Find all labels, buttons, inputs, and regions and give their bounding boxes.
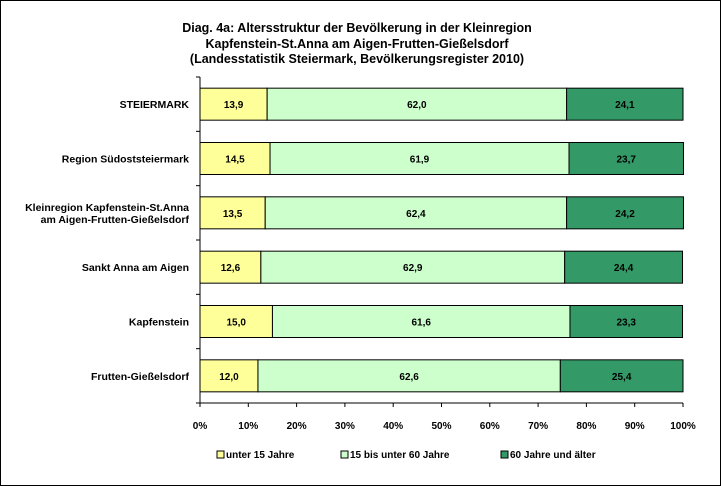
bar-s2-c1 — [266, 87, 568, 121]
bar-s3-c4 — [564, 250, 684, 284]
bar-s1-c1 — [199, 87, 268, 121]
legend-label-3: 60 Jahre und älter — [510, 450, 596, 461]
data-label-s3-c1: 24,1 — [615, 100, 635, 111]
chart-title: Diag. 4a: Altersstruktur der Bevölkerung… — [182, 21, 532, 66]
data-label-s1-c6: 12,0 — [219, 372, 239, 383]
title-line-2: Kapfenstein-St.Anna am Aigen-Frutten-Gie… — [205, 37, 509, 51]
category-label-2: Region Südoststeiermark — [62, 154, 189, 166]
category-label-1: STEIERMARK — [120, 99, 190, 111]
bar-s3-c1 — [566, 87, 684, 121]
legend-swatch-3 — [500, 450, 509, 459]
title-line-1: Diag. 4a: Altersstruktur der Bevölkerung… — [182, 21, 532, 35]
x-tick-label-1: 10% — [238, 421, 258, 432]
legend-label-1: unter 15 Jahre — [226, 450, 295, 461]
data-label-s2-c2: 61,9 — [410, 155, 430, 166]
bar-s2-c5 — [271, 305, 571, 338]
data-label-s3-c6: 25,4 — [612, 372, 632, 383]
data-label-s2-c6: 62,6 — [399, 372, 419, 383]
legend: unter 15 Jahre 15 bis unter 60 Jahre 60 Ja… — [216, 450, 596, 461]
plot-area: 13,9 62,0 24,1 STEIERMARK 14,5 61,9 23,7 Region… — [25, 76, 696, 432]
category-label-3-line-1: Kleinregion Kapfenstein-St.Anna — [25, 202, 189, 214]
data-label-s1-c2: 14,5 — [225, 155, 245, 166]
data-label-s1-c5: 15,0 — [226, 318, 246, 329]
bar-s2-c6 — [257, 359, 561, 393]
legend-swatch-1 — [216, 450, 225, 459]
x-tick-label-5: 50% — [431, 421, 451, 432]
data-label-s3-c4: 24,4 — [614, 263, 634, 274]
bar-s2-c2 — [269, 142, 570, 175]
category-label-3-line-2: am Aigen-Frutten-Gießelsdorf — [41, 214, 190, 226]
bar-s3-c6 — [559, 359, 684, 393]
data-label-s2-c4: 62,9 — [403, 263, 423, 274]
bar-s2-c3 — [264, 196, 568, 230]
data-label-s1-c4: 12,6 — [221, 263, 241, 274]
category-label-5: Kapfenstein — [129, 317, 189, 329]
bar-s1-c3 — [199, 196, 266, 230]
data-label-s3-c3: 24,2 — [615, 209, 635, 220]
x-tick-label-8: 80% — [576, 421, 596, 432]
bar-s3-c3 — [566, 196, 684, 230]
x-tick-label-3: 30% — [335, 421, 355, 432]
data-label-s2-c1: 62,0 — [407, 100, 427, 111]
bar-s3-c2 — [568, 142, 684, 175]
bar-s3-c5 — [569, 305, 684, 338]
x-tick-label-9: 90% — [625, 421, 645, 432]
x-tick-label-6: 60% — [480, 421, 500, 432]
data-label-s2-c5: 61,6 — [411, 318, 431, 329]
category-label-4: Sankt Anna am Aigen — [82, 262, 189, 274]
x-tick-label-4: 40% — [383, 421, 403, 432]
legend-label-2: 15 bis unter 60 Jahre — [350, 450, 450, 461]
data-label-s1-c3: 13,5 — [223, 209, 243, 220]
data-label-s3-c2: 23,7 — [617, 155, 637, 166]
x-tick-label-2: 20% — [287, 421, 307, 432]
legend-swatch-2 — [340, 450, 349, 459]
bar-s1-c5 — [199, 305, 273, 338]
data-label-s1-c1: 13,9 — [224, 100, 244, 111]
title-line-3: (Landesstatistik Steiermark, Bevölkerung… — [190, 52, 524, 66]
x-tick-label-0: 0% — [193, 421, 208, 432]
data-label-s2-c3: 62,4 — [406, 209, 426, 220]
x-tick-label-7: 70% — [528, 421, 548, 432]
category-label-6: Frutten-Gießelsdorf — [91, 371, 190, 383]
data-label-s3-c5: 23,3 — [617, 318, 637, 329]
bar-s1-c4 — [199, 250, 262, 284]
x-tick-label-10: 100% — [670, 421, 696, 432]
